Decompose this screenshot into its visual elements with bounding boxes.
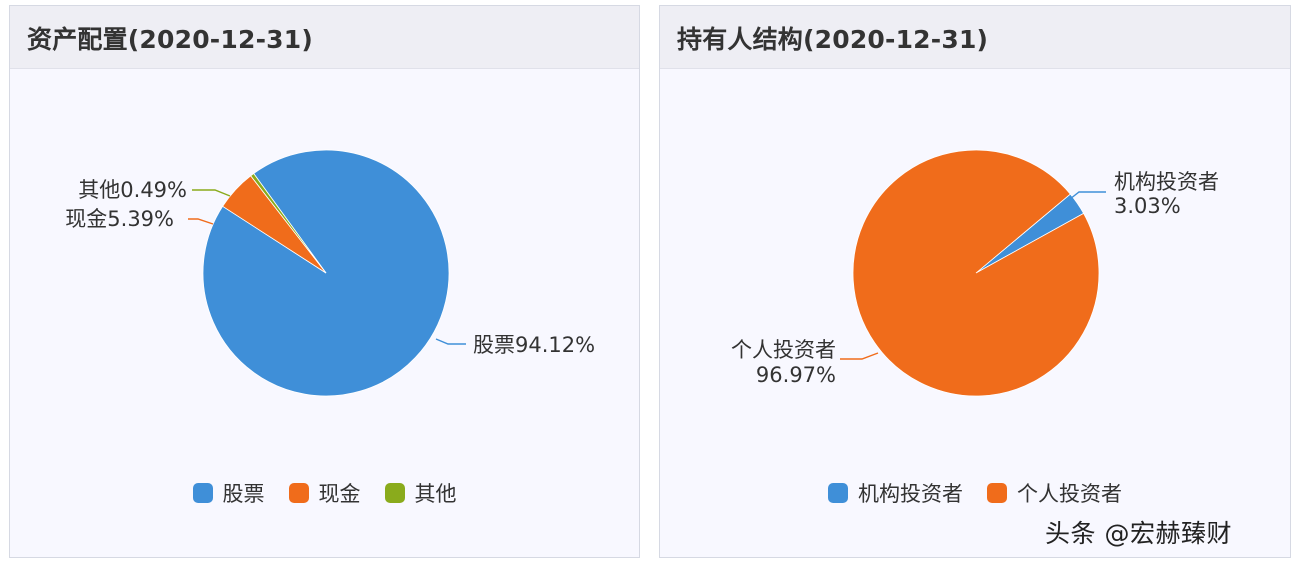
legend-item-institution[interactable]: 机构投资者 bbox=[828, 478, 963, 508]
legend-swatch-stock bbox=[192, 483, 213, 503]
holder-structure-panel: 持有人结构(2020-12-31) 机构投资者 3.03% 个人投资者 96.9… bbox=[659, 5, 1291, 558]
asset-panel-title: 资产配置(2020-12-31) bbox=[27, 25, 313, 54]
institution-leader-line bbox=[1064, 191, 1106, 204]
watermark-text: 头条 @宏赫臻财 bbox=[1045, 519, 1232, 548]
stock-slice-label: 股票94.12% bbox=[473, 333, 595, 357]
holder-legend: 机构投资者 个人投资者 bbox=[660, 478, 1290, 508]
legend-item-stock[interactable]: 股票 bbox=[192, 478, 265, 508]
legend-item-individual[interactable]: 个人投资者 bbox=[987, 478, 1122, 508]
legend-swatch-individual bbox=[987, 483, 1007, 503]
institution-slice-value: 3.03% bbox=[1114, 194, 1181, 218]
legend-label-individual: 个人投资者 bbox=[1017, 482, 1122, 506]
legend-label-cash: 现金 bbox=[318, 482, 361, 506]
asset-allocation-panel: 资产配置(2020-12-31) 股票94.12% 现金5.39% 其他0.49… bbox=[9, 5, 640, 558]
asset-legend: 股票 现金 其他 bbox=[10, 478, 639, 508]
asset-slice-3[interactable] bbox=[250, 172, 327, 274]
asset-pie-slices bbox=[202, 149, 450, 397]
legend-item-cash[interactable]: 现金 bbox=[288, 478, 361, 508]
other-leader-line bbox=[192, 189, 231, 197]
holder-pie-slices bbox=[852, 149, 1100, 397]
legend-swatch-other bbox=[384, 483, 405, 503]
cash-leader-line bbox=[188, 218, 214, 225]
institution-slice-name: 机构投资者 bbox=[1114, 170, 1219, 194]
legend-label-institution: 机构投资者 bbox=[858, 482, 963, 506]
individual-leader-line bbox=[840, 352, 879, 360]
asset-pie-chart: 股票94.12% 现金5.39% 其他0.49% bbox=[65, 149, 595, 397]
individual-slice-name: 个人投资者 bbox=[731, 338, 836, 362]
asset-panel-header: 资产配置(2020-12-31) bbox=[10, 6, 639, 69]
legend-label-other: 其他 bbox=[414, 482, 457, 506]
stock-leader-line bbox=[435, 338, 466, 345]
legend-label-stock: 股票 bbox=[222, 482, 265, 506]
cash-slice-label: 现金5.39% bbox=[65, 207, 174, 231]
legend-swatch-cash bbox=[288, 483, 309, 503]
legend-item-other[interactable]: 其他 bbox=[384, 478, 457, 508]
holder-slice-2[interactable] bbox=[852, 149, 1100, 397]
individual-slice-value: 96.97% bbox=[756, 363, 836, 387]
legend-swatch-institution bbox=[828, 483, 848, 503]
holder-pie-chart: 机构投资者 3.03% 个人投资者 96.97% bbox=[731, 149, 1219, 397]
holder-panel-title: 持有人结构(2020-12-31) bbox=[677, 25, 989, 54]
holder-panel-header: 持有人结构(2020-12-31) bbox=[660, 6, 1290, 69]
other-slice-label: 其他0.49% bbox=[78, 178, 187, 202]
